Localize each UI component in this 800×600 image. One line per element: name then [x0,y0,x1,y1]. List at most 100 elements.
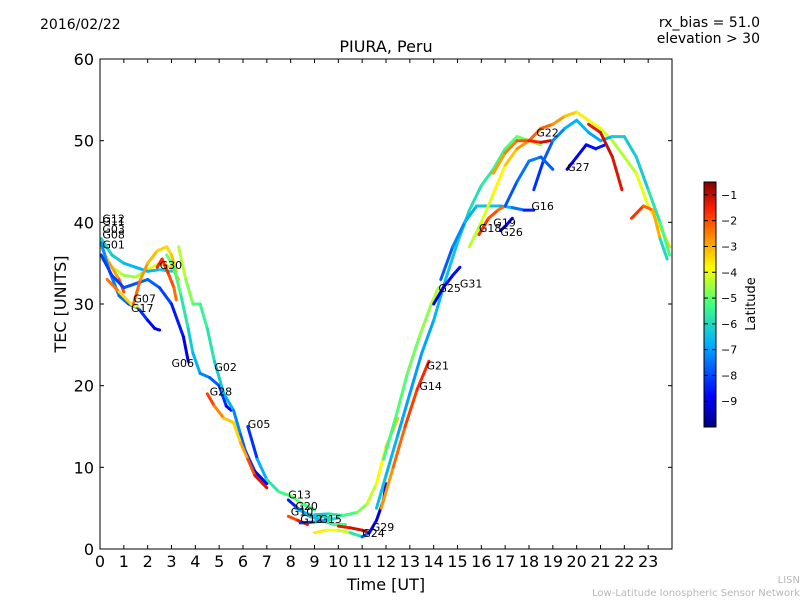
series-label: G18 [479,222,502,235]
series-segment [317,514,333,520]
series-segment [432,286,445,306]
footer: LISN Low-Latitude Ionospheric Sensor Net… [592,574,800,600]
series-segment [417,302,433,339]
x-tick-label: 11 [352,552,372,571]
series-segment [658,237,669,261]
series-segment [324,516,340,522]
series-segment [610,139,626,159]
series-segment [503,135,519,151]
series-segment [184,278,195,306]
series-segment [503,139,519,155]
series-label: G08 [102,229,125,242]
series-segment [110,253,126,265]
x-tick-label: 21 [590,552,610,571]
series-segment [122,261,138,269]
series-g12 [99,253,190,363]
series-segment [222,416,235,424]
series-label: G21 [427,359,450,372]
series-segment [391,425,407,469]
series-segment [146,268,162,273]
series-segment [379,465,395,510]
series-segment [286,514,300,522]
series-segment [491,151,507,175]
series-segment [479,167,495,188]
series-segment [99,253,114,277]
series-segment [348,531,364,539]
series-segment [253,469,269,486]
colorbar-tick-label: −9 [721,395,737,408]
series-segment [382,416,397,461]
series-segment [232,420,243,445]
y-tick-label: 60 [74,50,94,69]
series-segment [429,286,440,306]
series-segment [658,220,672,257]
series-segment [146,278,162,290]
series-segment [253,474,269,490]
series-g32 [565,143,607,171]
chart-title: PIURA, Peru [339,37,433,56]
series-g31 [432,265,462,306]
colorbar-tick-label: −5 [721,292,737,305]
series-label: G16 [531,200,554,213]
colorbar-tick-label: −4 [721,266,737,279]
series-segment [515,159,531,183]
series-segment [179,294,190,330]
x-tick-label: 20 [566,552,586,571]
x-tick-label: 1 [119,552,129,571]
series-label: G27 [567,161,590,174]
series-segment [208,376,221,388]
series-segment [186,327,195,355]
series-segment [622,135,638,159]
series-segment [255,457,269,482]
series-segment [584,143,598,151]
colorbar-tick-label: −8 [721,369,737,382]
series-segment [415,359,431,392]
y-axis-label: TEC [UNITS] [51,256,70,354]
series-segment [477,216,490,237]
series-segment [155,245,169,253]
series-segment [634,155,650,192]
series-segment [539,122,555,130]
series-segment [277,490,293,498]
series-g18 [439,204,536,281]
series-segment [232,408,243,437]
series-label: G20 [295,500,318,513]
series-segment [641,204,655,212]
series-g27 [532,118,672,257]
series-g14 [375,135,543,510]
series-label: G11 [102,215,125,228]
x-tick-label: 3 [166,552,176,571]
series-segment [467,184,483,212]
series-g05 [246,425,316,512]
series-segment [139,261,150,281]
x-tick-label: 4 [190,552,200,571]
series-g06 [165,253,233,412]
series-segment [384,433,400,477]
series-segment [487,208,500,220]
series-segment [599,135,614,143]
x-tick-label: 17 [495,552,515,571]
series-segment [634,171,650,208]
footer-org-long: Low-Latitude Ionospheric Sensor Network [592,588,800,599]
parameters-label: rx_bias = 51.0 elevation > 30 [657,15,760,47]
series-segment [246,457,257,477]
series-segment [599,131,614,159]
series-g30 [155,257,178,302]
series-segment [539,139,552,144]
series-segment [313,518,328,524]
x-axis-label: Time [UT] [346,575,425,594]
series-segment [587,118,602,130]
series-label: G02 [214,361,237,374]
series-segment [146,318,157,330]
series-label: G14 [419,380,442,393]
footer-org-short: LISN [777,575,800,586]
series-segment [293,506,309,516]
series-segment [191,351,202,375]
series-segment [177,245,188,281]
series-segment [212,404,226,420]
series-segment [467,220,483,249]
series-segment [565,155,579,171]
series-label: G10 [291,506,314,519]
